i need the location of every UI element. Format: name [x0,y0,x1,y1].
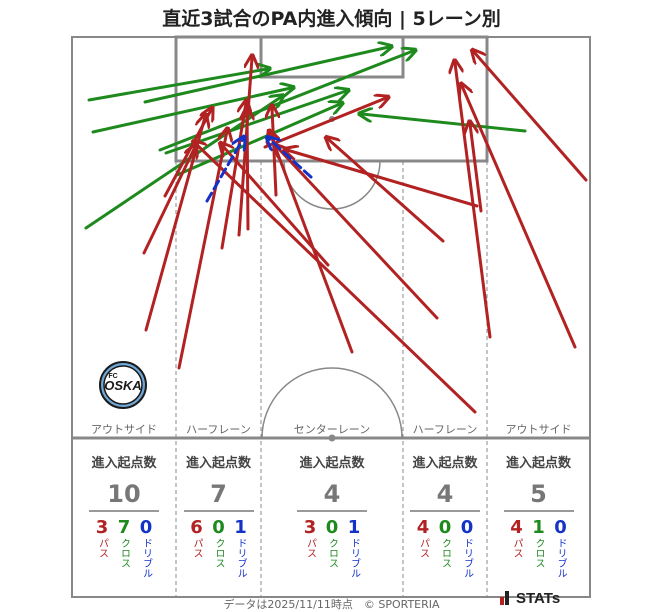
pass-arrow [470,124,483,213]
center-spot [328,434,336,442]
entry-count: 4 [323,480,341,508]
pass-label: パス [96,538,108,558]
cross-count: 1 [532,517,545,538]
stat-heading: 進入起点数 [299,456,365,471]
divider [503,510,574,512]
entry-count: 5 [530,480,547,508]
svg-text:FC: FC [108,373,117,380]
lane-label-2: ハーフレーン [186,423,251,436]
pass-count: 6 [190,517,203,538]
divider [89,510,159,512]
cross-label: クロス [213,538,224,568]
dribble-count: 0 [554,517,567,538]
cross-arrow [91,88,291,134]
pass-arrow [270,133,354,354]
dribble-count: 1 [347,517,361,538]
dribble-label: ドリブル [461,538,473,578]
lane-stats-1: 進入起点数 10 3 パス 7 クロス 0 ドリブル [72,452,176,578]
divider [183,510,254,512]
cross-label: クロス [118,538,130,568]
cross-count: 0 [212,517,225,538]
entry-count: 7 [210,480,227,508]
dribble-label: ドリブル [235,538,246,578]
lane-stats-2: 進入起点数 7 6 パス 0 クロス 1 ドリブル [176,452,261,578]
club-badge: OSKA FC [99,361,147,409]
dribble-count: 1 [234,517,247,538]
pass-arrow [247,110,248,231]
pass-arrow [263,98,386,149]
pass-arrow [220,103,246,250]
pass-count: 4 [510,517,523,538]
brand-logo: STATs [500,590,560,607]
cross-arrow [362,114,527,133]
pass-arrow [455,63,492,339]
pass-label: パス [304,538,316,558]
pass-count: 4 [416,517,430,538]
brand-text: STATs [516,590,561,607]
dribble-label: ドリブル [140,538,152,578]
dribble-count: 0 [139,517,153,538]
cross-arrow [143,47,389,104]
dribble-label: ドリブル [348,538,360,578]
footer-note: データは2025/11/11時点 © SPORTERIA [223,598,440,611]
chart-title: 直近3試合のPA内進入傾向 | 5レーン別 [162,8,501,30]
entry-arrows [84,47,588,414]
pass-label: パス [511,538,522,558]
cross-arrow [158,51,413,152]
svg-text:OSKA: OSKA [104,378,142,393]
cross-label: クロス [326,538,338,568]
pass-arrow [328,139,445,243]
pass-arrow [142,147,195,255]
lane-stats-5: 進入起点数 5 4 パス 1 クロス 0 ドリブル [487,452,590,578]
lane-label-3: センターレーン [293,423,371,436]
cross-arrow [175,104,340,177]
pass-arrow [195,143,477,414]
divider [410,510,480,512]
pitch-markings [71,35,591,598]
dribble-count: 0 [460,517,474,538]
stat-heading: 進入起点数 [185,456,251,471]
lane-label-1: アウトサイド [91,423,157,436]
entry-count: 4 [436,480,454,508]
cross-label: クロス [439,538,451,568]
cross-count: 0 [438,517,452,538]
stat-heading: 進入起点数 [412,456,478,471]
dribble-arrow [269,139,313,179]
pass-arrow [287,150,479,208]
lane-label-4: ハーフレーン [412,423,478,436]
pass-count: 3 [95,517,109,538]
stat-heading: 進入起点数 [505,456,571,471]
pass-arrow [277,147,439,320]
cross-arrow [87,69,267,102]
pass-count: 3 [303,517,317,538]
cross-label: クロス [533,538,544,568]
cross-count: 0 [325,517,339,538]
pass-arrow [474,52,588,182]
entry-count: 10 [107,480,141,508]
pass-arrow [462,86,577,349]
stats-logo-icon [500,591,509,605]
dribble-label: ドリブル [555,538,566,578]
pass-arrow [222,145,330,267]
stat-heading: 進入起点数 [91,456,157,471]
lane-label-5: アウトサイド [505,423,572,436]
lane-stats-4: 進入起点数 4 4 パス 0 クロス 0 ドリブル [403,452,487,578]
lane-stats-3: 進入起点数 4 3 パス 0 クロス 1 ドリブル [261,452,403,578]
pass-label: パス [417,538,429,558]
dribble-arrow [205,139,243,203]
pass-arrow [177,131,227,370]
cross-count: 7 [117,517,131,538]
divider [297,510,367,512]
center-circle [261,367,403,438]
pass-label: パス [191,538,202,558]
